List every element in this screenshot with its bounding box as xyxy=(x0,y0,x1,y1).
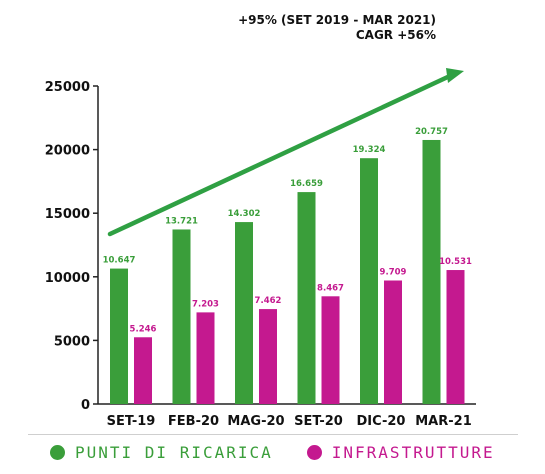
data-label-infra: 8.467 xyxy=(317,283,344,293)
data-label-punti: 13.721 xyxy=(165,216,198,226)
legend-label-infra: INFRASTRUTTURE xyxy=(331,442,495,462)
bar-punti xyxy=(235,222,253,404)
data-label-punti: 10.647 xyxy=(103,256,136,266)
bar-infra xyxy=(321,296,340,404)
y-tick-label: 25000 xyxy=(45,80,90,95)
data-label-infra: 7.462 xyxy=(255,296,282,306)
cagr-annotation: CAGR +56% xyxy=(355,28,436,42)
bar-punti xyxy=(110,268,128,404)
bar-punti xyxy=(297,192,316,404)
data-label-infra: 9.709 xyxy=(380,268,407,278)
data-label-punti: 19.324 xyxy=(353,145,386,155)
data-label-punti: 16.659 xyxy=(290,179,323,189)
legend-label-punti: PUNTI DI RICARICA xyxy=(75,442,273,462)
bar-infra xyxy=(259,309,277,404)
x-tick-label: MAG-20 xyxy=(227,414,284,429)
bar-punti xyxy=(422,139,441,405)
data-label-punti: 20.757 xyxy=(415,127,448,137)
legend-swatch-punti xyxy=(50,444,65,460)
data-label-infra: 7.203 xyxy=(192,299,219,309)
data-label-infra: 10.531 xyxy=(439,257,472,267)
x-tick-label: MAR-21 xyxy=(415,414,472,429)
x-tick-label: SET-20 xyxy=(294,414,343,429)
bar-punti xyxy=(360,158,378,404)
bar-infra xyxy=(134,337,152,404)
legend-item-punti: PUNTI DI RICARICA xyxy=(50,443,273,462)
y-tick-label: 0 xyxy=(81,398,90,413)
bar-infra xyxy=(196,312,215,404)
x-tick-label: SET-19 xyxy=(107,414,156,429)
legend-swatch-infra xyxy=(306,444,322,460)
legend: PUNTI DI RICARICA INFRASTRUTTURE xyxy=(50,441,529,463)
data-label-infra: 5.246 xyxy=(130,324,157,334)
bar-infra xyxy=(384,280,402,404)
legend-divider xyxy=(28,434,518,435)
y-tick-label: 20000 xyxy=(45,144,90,159)
legend-item-infra: INFRASTRUTTURE xyxy=(306,442,495,462)
y-tick-label: 10000 xyxy=(45,271,90,286)
x-tick-label: FEB-20 xyxy=(168,414,219,429)
growth-annotation: +95% (SET 2019 - MAR 2021) xyxy=(238,13,436,27)
x-tick-label: DIC-20 xyxy=(357,414,406,429)
bar-punti xyxy=(172,229,191,404)
data-label-punti: 14.302 xyxy=(228,209,261,219)
bar-infra xyxy=(446,270,465,404)
y-tick-label: 15000 xyxy=(45,207,90,222)
trend-arrow-head xyxy=(446,68,464,83)
trend-arrow-line xyxy=(107,72,455,237)
y-tick-label: 5000 xyxy=(54,334,90,349)
